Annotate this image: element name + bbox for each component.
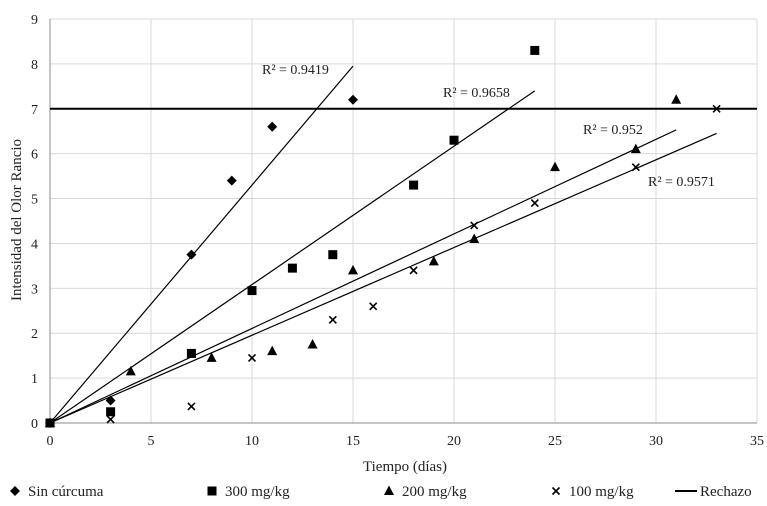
point-200-mg-kg: [348, 264, 358, 275]
y-tick-label: 7: [31, 103, 38, 118]
trendline-300-mg-kg: [49, 90, 536, 424]
point-200-mg-kg: [206, 352, 217, 362]
y-tick-label: 1: [31, 372, 38, 387]
point-100-mg-kg: [530, 198, 539, 208]
point-100-mg-kg: [712, 104, 721, 113]
point-sin-c-rcuma: [105, 395, 116, 406]
x-marker-stroke: [45, 418, 55, 428]
x-tick-label: 35: [750, 434, 764, 449]
point-100-mg-kg: [470, 221, 479, 230]
tick-labels: 0 5 10 15 20 25 30 35 0 1 2 3 4 5 6 7 8 9: [31, 13, 764, 449]
point-100-mg-kg: [187, 402, 196, 411]
point-200-mg-kg: [550, 161, 560, 172]
x-tick-label: 25: [548, 434, 562, 449]
point-200-mg-kg: [630, 143, 641, 154]
x-marker-stroke: [247, 353, 257, 362]
point-sin-c-rcuma: [186, 249, 197, 260]
trendline-200-mg-kg: [49, 129, 677, 424]
point-200-mg-kg: [307, 338, 318, 349]
x-marker-stroke: [369, 302, 378, 311]
x-marker-stroke: [470, 221, 479, 230]
point-sin-c-rcuma: [348, 94, 358, 105]
axes: [49, 19, 757, 424]
point-sin-c-rcuma: [226, 175, 237, 186]
point-100-mg-kg: [409, 266, 418, 275]
r2-label-300-mg-kg: R² = 0.9658: [443, 86, 510, 101]
x-tick-label: 5: [148, 434, 155, 449]
y-tick-label: 6: [31, 148, 38, 163]
x-marker-stroke: [530, 198, 539, 208]
point-300-mg-kg: [328, 250, 338, 260]
y-tick-label: 9: [31, 13, 38, 28]
r2-label-sin-c-rcuma: R² = 0.9419: [262, 63, 329, 78]
x-marker-stroke: [328, 315, 337, 324]
x-marker-stroke: [106, 415, 115, 424]
point-300-mg-kg: [530, 45, 540, 55]
point-300-mg-kg: [287, 263, 297, 273]
legend-swatch-sin-c-rcuma: [10, 486, 20, 496]
point-300-mg-kg: [449, 135, 459, 145]
x-marker-stroke: [631, 163, 640, 172]
point-100-mg-kg: [106, 415, 115, 424]
y-tick-label: 0: [31, 417, 38, 432]
legend-label-300-mg-kg: 300 mg/kg: [225, 484, 290, 500]
legend: Sin cúrcuma 300 mg/kg 200 mg/kg 100 mg/kg Re…: [10, 484, 752, 500]
legend-swatch-100-mg-kg: [551, 486, 561, 496]
x-tick-label: 10: [245, 434, 259, 449]
point-100-mg-kg: [45, 418, 55, 428]
point-100-mg-kg: [369, 302, 378, 311]
point-100-mg-kg: [631, 163, 640, 172]
trendlines: [49, 65, 717, 424]
legend-label-200-mg-kg: 200 mg/kg: [402, 484, 467, 500]
x-marker-stroke: [187, 402, 196, 411]
legend-label-sin-c-rcuma: Sin cúrcuma: [28, 484, 104, 500]
trendline-100-mg-kg: [49, 132, 717, 424]
point-sin-c-rcuma: [267, 121, 278, 132]
x-marker-stroke: [551, 486, 561, 496]
y-tick-label: 8: [31, 58, 38, 73]
gridlines: [50, 18, 758, 423]
point-200-mg-kg: [671, 94, 682, 104]
data-points: [45, 45, 721, 428]
point-300-mg-kg: [106, 407, 116, 417]
r2-label-100-mg-kg: R² = 0.9571: [648, 175, 715, 190]
legend-swatch-300-mg-kg: [207, 486, 217, 496]
legend-label-rechazo: Rechazo: [700, 484, 752, 500]
x-tick-label: 0: [47, 434, 54, 449]
point-300-mg-kg: [409, 180, 419, 190]
point-200-mg-kg: [469, 233, 480, 243]
r2-label-200-mg-kg: R² = 0.952: [583, 123, 643, 138]
y-tick-label: 2: [31, 327, 38, 342]
y-axis-label: Intensidad del Olor Rancio: [9, 139, 25, 301]
point-100-mg-kg: [328, 315, 337, 324]
point-200-mg-kg: [428, 255, 439, 266]
y-tick-label: 5: [31, 193, 38, 208]
point-200-mg-kg: [125, 365, 136, 376]
x-axis-label: Tiempo (días): [363, 459, 447, 475]
legend-label-100-mg-kg: 100 mg/kg: [569, 484, 634, 500]
y-tick-label: 4: [31, 237, 38, 252]
point-300-mg-kg: [186, 348, 196, 358]
point-100-mg-kg: [247, 353, 257, 362]
point-300-mg-kg: [247, 286, 257, 296]
x-tick-label: 30: [649, 434, 663, 449]
x-marker-stroke: [712, 104, 721, 113]
trendline-sin-c-rcuma: [49, 65, 354, 424]
r2-labels: R² = 0.9419 R² = 0.9658 R² = 0.952 R² = 0.9…: [262, 63, 715, 190]
y-tick-label: 3: [31, 282, 38, 297]
x-tick-label: 15: [346, 434, 360, 449]
x-marker-stroke: [409, 266, 418, 275]
legend-swatch-200-mg-kg: [384, 485, 394, 495]
point-200-mg-kg: [267, 345, 278, 356]
x-tick-label: 20: [447, 434, 461, 449]
